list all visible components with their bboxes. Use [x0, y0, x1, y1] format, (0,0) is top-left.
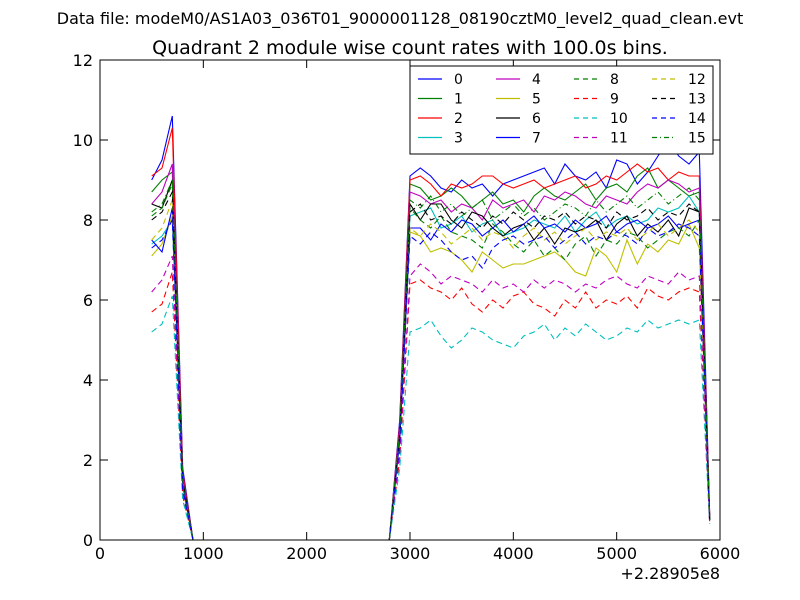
legend-label-8: 8 [610, 72, 619, 88]
legend-label-11: 11 [610, 131, 628, 147]
legend-box [409, 65, 714, 155]
series-line-14 [151, 217, 711, 541]
y-tick-label: 10 [73, 131, 93, 150]
y-tick-label: 8 [83, 211, 93, 230]
legend-label-2: 2 [454, 111, 463, 127]
legend-label-6: 6 [532, 111, 541, 127]
legend-label-14: 14 [688, 111, 706, 127]
legend-label-4: 4 [532, 72, 541, 88]
legend-label-1: 1 [454, 92, 463, 108]
legend-label-5: 5 [532, 92, 541, 108]
y-tick-label: 4 [83, 371, 93, 390]
series-line-13 [151, 189, 711, 541]
chart-suptitle: Data file: modeM0/AS1A03_036T01_90000011… [57, 9, 743, 29]
legend-label-10: 10 [610, 111, 628, 127]
chart-title: Quadrant 2 module wise count rates with … [152, 37, 668, 59]
x-tick-label: 1000 [183, 544, 224, 563]
series-line-8 [151, 183, 711, 541]
y-tick-label: 0 [83, 531, 93, 550]
x-axis-offset-label: +2.28905e8 [620, 564, 720, 583]
x-axis: 0 1000 2000 3000 4000 5000 6000 [95, 60, 740, 563]
legend-label-15: 15 [688, 131, 706, 147]
y-tick-label: 2 [83, 451, 93, 470]
series-line-9 [151, 271, 711, 541]
legend-label-3: 3 [454, 131, 463, 147]
x-tick-label: 6000 [700, 544, 741, 563]
legend-label-13: 13 [688, 92, 706, 108]
y-tick-label: 12 [73, 51, 93, 70]
x-tick-label: 5000 [596, 544, 637, 563]
x-tick-label: 3000 [390, 544, 431, 563]
x-tick-label: 4000 [493, 544, 534, 563]
x-tick-label: 0 [95, 544, 105, 563]
y-tick-label: 6 [83, 291, 93, 310]
legend-label-9: 9 [610, 92, 619, 108]
x-tick-label: 2000 [286, 544, 327, 563]
legend-label-7: 7 [532, 131, 541, 147]
series-line-12 [151, 199, 711, 541]
legend-label-12: 12 [688, 72, 706, 88]
legend-label-0: 0 [454, 72, 463, 88]
